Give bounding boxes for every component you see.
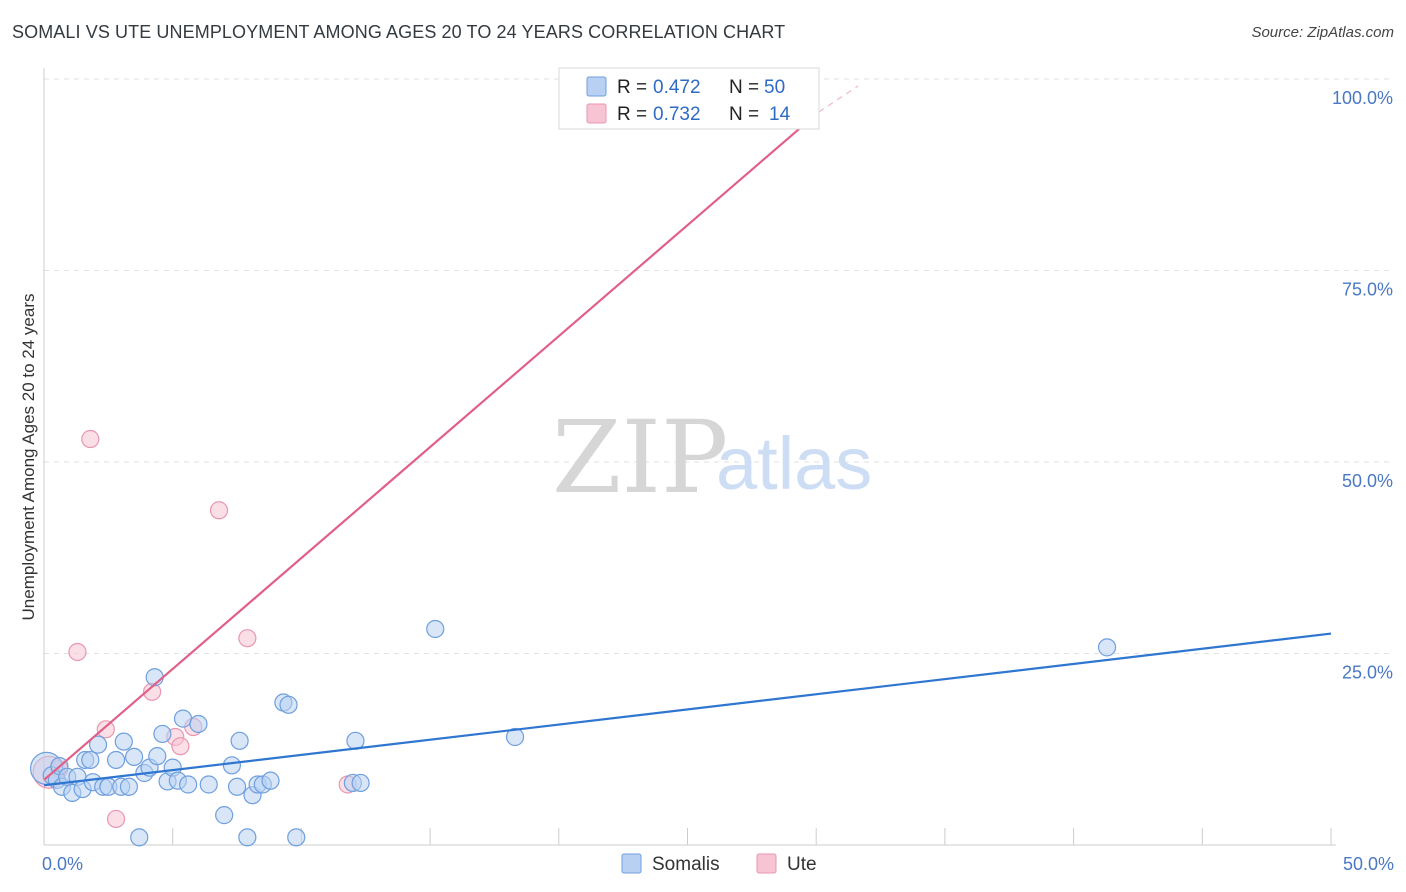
somali-point	[148, 747, 167, 766]
somali-point	[179, 775, 198, 794]
somali-point	[114, 732, 133, 751]
somali-points	[29, 619, 1117, 847]
watermark-zip: ZIP	[552, 399, 728, 516]
ute-point	[96, 720, 115, 739]
somali-point	[230, 731, 249, 750]
ute-n-value: 14	[769, 104, 791, 125]
somali-point	[189, 714, 208, 734]
somali-point	[227, 777, 247, 796]
somali-point	[351, 773, 370, 793]
ute-point	[238, 629, 257, 648]
ute-trend-extension	[818, 85, 859, 113]
somali-point	[106, 750, 126, 770]
stats-legend: R = 0.472 N = 50 R = 0.732 N = 14	[558, 67, 820, 130]
watermark-atlas: atlas	[716, 422, 872, 505]
legend-swatch-somalis	[621, 853, 642, 874]
y-axis-title: Unemployment Among Ages 20 to 24 years	[19, 294, 38, 621]
somalis-n-value: 50	[764, 77, 785, 98]
y-tick-label: 50.0%	[1342, 471, 1393, 491]
somali-point	[119, 777, 139, 796]
somali-point	[505, 727, 525, 747]
somali-point	[287, 828, 306, 847]
somalis-trend-line	[43, 632, 1332, 787]
ute-trend-line	[43, 111, 820, 781]
y-tick-label: 75.0%	[1342, 280, 1393, 300]
somali-point	[279, 695, 298, 714]
somalis-n-label: N =	[729, 77, 759, 98]
series-legend: Somalis Ute	[621, 853, 817, 875]
ute-point	[81, 429, 100, 449]
x-tick-label-min: 0.0%	[42, 854, 83, 874]
somali-point	[81, 750, 100, 770]
ute-r-label: R =	[617, 104, 647, 125]
stats-swatch-somalis	[586, 76, 607, 97]
somali-point	[238, 828, 257, 847]
grid-lines	[44, 78, 1392, 654]
y-tick-labels: 25.0% 50.0% 75.0% 100.0%	[1332, 88, 1393, 683]
somali-point	[124, 747, 144, 767]
ute-point	[171, 737, 190, 756]
axes	[43, 68, 1336, 846]
ute-r-value: 0.732	[653, 104, 701, 125]
legend-label-ute: Ute	[787, 854, 817, 875]
somali-point	[173, 709, 193, 728]
somali-point	[88, 735, 108, 754]
y-tick-label: 25.0%	[1342, 663, 1393, 683]
y-tick-label: 100.0%	[1332, 88, 1393, 108]
somali-point	[1097, 638, 1117, 657]
ute-point	[106, 809, 126, 829]
ute-point	[68, 642, 87, 662]
somalis-r-label: R =	[617, 77, 647, 98]
legend-swatch-ute	[756, 853, 777, 874]
x-tick-label-max: 50.0%	[1343, 854, 1394, 874]
x-ticks	[172, 828, 1332, 845]
somali-point	[222, 756, 242, 775]
source-credit: Source: ZipAtlas.com	[1251, 24, 1394, 41]
somali-point	[199, 775, 218, 794]
stats-swatch-ute	[586, 103, 607, 124]
somali-point	[215, 806, 234, 825]
ute-n-label: N =	[729, 104, 759, 125]
ute-point	[209, 501, 229, 520]
chart-title: SOMALI VS UTE UNEMPLOYMENT AMONG AGES 20…	[12, 22, 786, 42]
somali-point	[130, 828, 149, 847]
somali-point	[153, 724, 172, 744]
trend-lines	[43, 85, 1332, 787]
somali-point	[426, 619, 445, 639]
somalis-r-value: 0.472	[653, 77, 701, 98]
somali-point	[261, 771, 280, 790]
legend-label-somalis: Somalis	[652, 854, 720, 875]
